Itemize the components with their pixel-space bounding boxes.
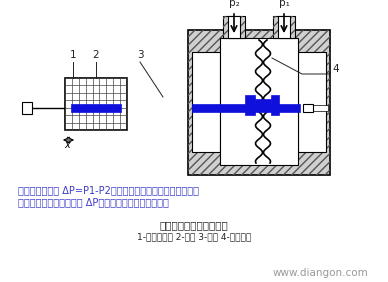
- Text: p₂: p₂: [229, 0, 239, 8]
- Bar: [255, 99, 271, 111]
- Bar: [228, 16, 240, 38]
- Text: p₁: p₁: [279, 0, 289, 8]
- Bar: [71, 104, 121, 112]
- Text: 铁芯运动，从而将压力差 ΔP转换成变压器的电压输出。: 铁芯运动，从而将压力差 ΔP转换成变压器的电压输出。: [18, 197, 169, 207]
- Text: www.diangon.com: www.diangon.com: [272, 268, 368, 278]
- Text: 电感式压力传感器结构图: 电感式压力传感器结构图: [159, 220, 229, 230]
- Bar: [22, 102, 32, 114]
- Bar: [223, 16, 245, 38]
- Bar: [223, 16, 245, 38]
- Bar: [313, 105, 328, 111]
- Bar: [192, 104, 300, 112]
- Text: 1-差动变压器 2-铁芯 3-连杆 4-中间膜片: 1-差动变压器 2-铁芯 3-连杆 4-中间膜片: [137, 232, 251, 241]
- Bar: [273, 16, 295, 38]
- Bar: [220, 38, 298, 165]
- Bar: [273, 16, 295, 38]
- Bar: [188, 30, 330, 175]
- Text: x: x: [64, 140, 70, 150]
- Bar: [298, 52, 326, 152]
- Text: 1: 1: [70, 50, 76, 60]
- Bar: [303, 104, 313, 112]
- Text: 3: 3: [137, 50, 143, 60]
- Text: 4: 4: [332, 64, 339, 74]
- Text: 中间膜片在压差 ΔP=P1-P2的作用下产生位移，通过连杆带动: 中间膜片在压差 ΔP=P1-P2的作用下产生位移，通过连杆带动: [18, 185, 199, 195]
- Bar: [271, 95, 279, 115]
- Bar: [192, 52, 220, 152]
- Bar: [245, 95, 255, 115]
- Text: 2: 2: [93, 50, 99, 60]
- Bar: [188, 30, 330, 175]
- Bar: [65, 78, 127, 130]
- Bar: [278, 16, 290, 38]
